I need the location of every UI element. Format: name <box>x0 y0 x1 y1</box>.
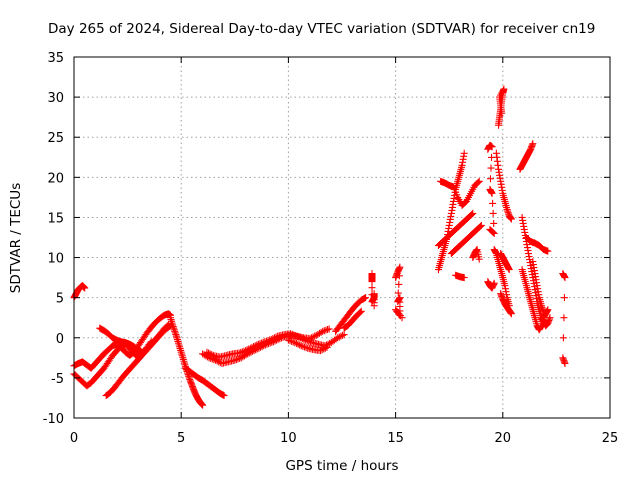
series-arc-13 <box>368 270 378 310</box>
plus-marker <box>203 325 333 361</box>
series-arc-14 <box>392 263 406 322</box>
series-arc-24 <box>492 149 515 223</box>
plus-marker <box>484 278 498 292</box>
series-arc-26 <box>497 290 515 318</box>
y-tick-label: 30 <box>47 91 64 106</box>
series-arc-17 <box>434 209 477 250</box>
plot-frame <box>73 56 611 419</box>
x-tick-label: 0 <box>70 431 78 446</box>
plus-marker <box>469 246 483 263</box>
plus-marker <box>392 263 406 322</box>
y-tick-label: 20 <box>47 171 64 186</box>
plus-marker <box>181 364 228 400</box>
plus-marker <box>492 149 515 223</box>
series-arc-18 <box>447 221 485 258</box>
plus-marker <box>516 140 537 173</box>
x-axis-label: GPS time / hours <box>285 458 398 474</box>
plus-marker <box>522 234 552 255</box>
series-arc-33 <box>559 270 569 367</box>
plus-marker <box>284 336 331 355</box>
axis-ticks <box>73 56 611 419</box>
x-tick-label: 25 <box>602 431 619 446</box>
x-tick-labels: 0 5 10 15 20 25 <box>70 431 618 446</box>
y-tick-label: -5 <box>51 372 64 387</box>
x-tick-label: 5 <box>177 431 185 446</box>
y-tick-label: 25 <box>47 131 64 146</box>
y-axis-label: SDTVAR / TECUs <box>8 183 24 293</box>
series-arc-23 <box>495 85 508 129</box>
y-tick-label: -10 <box>43 412 64 427</box>
plus-marker <box>332 294 370 335</box>
series-arc-27 <box>497 250 513 274</box>
y-tick-label: 0 <box>56 332 64 347</box>
series-arc-31 <box>522 234 552 255</box>
data-points <box>70 85 569 409</box>
series-arc-12 <box>340 307 365 332</box>
y-tick-labels: -10 -5 0 5 10 15 20 25 30 35 <box>43 51 64 427</box>
series-arc-28 <box>516 140 537 173</box>
series-arc-10 <box>284 336 331 355</box>
plus-marker <box>166 314 207 409</box>
series-arc-07 <box>181 364 228 400</box>
plus-marker <box>340 307 365 332</box>
x-tick-label: 15 <box>387 431 404 446</box>
series-arc-21 <box>484 141 498 237</box>
plus-marker <box>447 221 485 258</box>
series-arc-20 <box>469 246 483 263</box>
series-arc-32 <box>529 258 548 316</box>
y-tick-label: 10 <box>47 252 64 267</box>
series-arc-30 <box>518 266 552 334</box>
plus-marker <box>497 290 515 318</box>
series-arc-05 <box>102 322 174 400</box>
plus-marker <box>102 322 174 400</box>
series-arc-01 <box>70 282 89 302</box>
chart-title: Day 265 of 2024, Sidereal Day-to-day VTE… <box>48 21 595 37</box>
series-arc-25 <box>490 246 513 310</box>
plus-marker <box>518 266 552 334</box>
series-arc-09 <box>203 325 333 361</box>
plus-marker <box>484 141 498 237</box>
series-arc-06 <box>166 314 207 409</box>
y-tick-label: 35 <box>47 51 64 66</box>
plus-marker <box>452 271 468 282</box>
series-arc-22 <box>484 278 498 292</box>
plus-marker <box>437 177 483 209</box>
y-tick-label: 15 <box>47 211 64 226</box>
plus-marker <box>434 209 477 250</box>
plus-marker <box>70 282 89 302</box>
x-tick-label: 10 <box>280 431 297 446</box>
series-arc-11 <box>332 294 370 335</box>
plus-marker <box>495 85 508 129</box>
series-arc-16 <box>437 177 483 209</box>
plus-marker <box>490 246 513 310</box>
plus-marker <box>368 270 378 310</box>
plus-marker <box>559 270 569 367</box>
gridlines <box>74 57 610 418</box>
y-tick-label: 5 <box>56 292 64 307</box>
plus-marker <box>529 258 548 316</box>
x-tick-label: 20 <box>495 431 512 446</box>
series-arc-19 <box>452 271 468 282</box>
plus-marker <box>497 250 513 274</box>
